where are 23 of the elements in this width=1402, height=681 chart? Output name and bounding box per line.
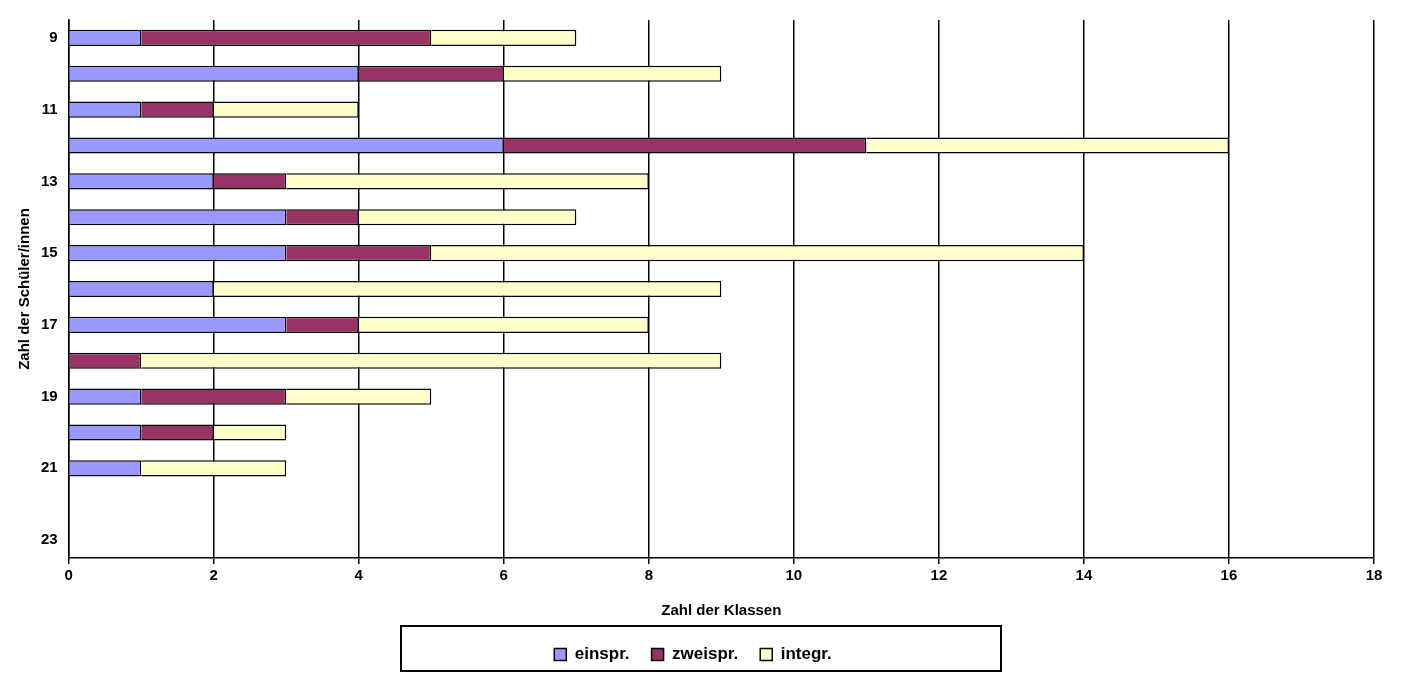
legend-label: einspr. [574, 644, 630, 664]
legend-label: zweispr. [672, 644, 739, 664]
y-tick-label: 11 [41, 99, 58, 117]
x-tick-label: 8 [644, 566, 653, 584]
x-tick-label: 12 [930, 566, 948, 584]
y-tick-label: 17 [41, 315, 58, 333]
x-tick-label: 6 [499, 566, 508, 584]
x-tick-label: 16 [1220, 566, 1238, 584]
x-tick-label: 2 [209, 566, 218, 584]
y-tick-label: 23 [41, 530, 58, 548]
y-tick-label: 15 [41, 243, 58, 261]
y-tick-label: 9 [49, 28, 58, 46]
x-tick-label: 10 [785, 566, 803, 584]
y-tick-label: 13 [41, 171, 58, 189]
x-tick-label: 4 [354, 566, 364, 584]
x-axis-title: Zahl der Klassen [661, 601, 782, 619]
x-tick-label: 18 [1365, 566, 1383, 584]
legend-label: integr. [780, 644, 832, 664]
x-tick-label: 14 [1075, 566, 1093, 584]
x-tick-label: 0 [64, 566, 73, 584]
y-tick-label: 19 [41, 386, 58, 404]
y-tick-label: 21 [41, 458, 58, 476]
y-axis-title: Zahl der Schüler/innen [15, 208, 33, 370]
